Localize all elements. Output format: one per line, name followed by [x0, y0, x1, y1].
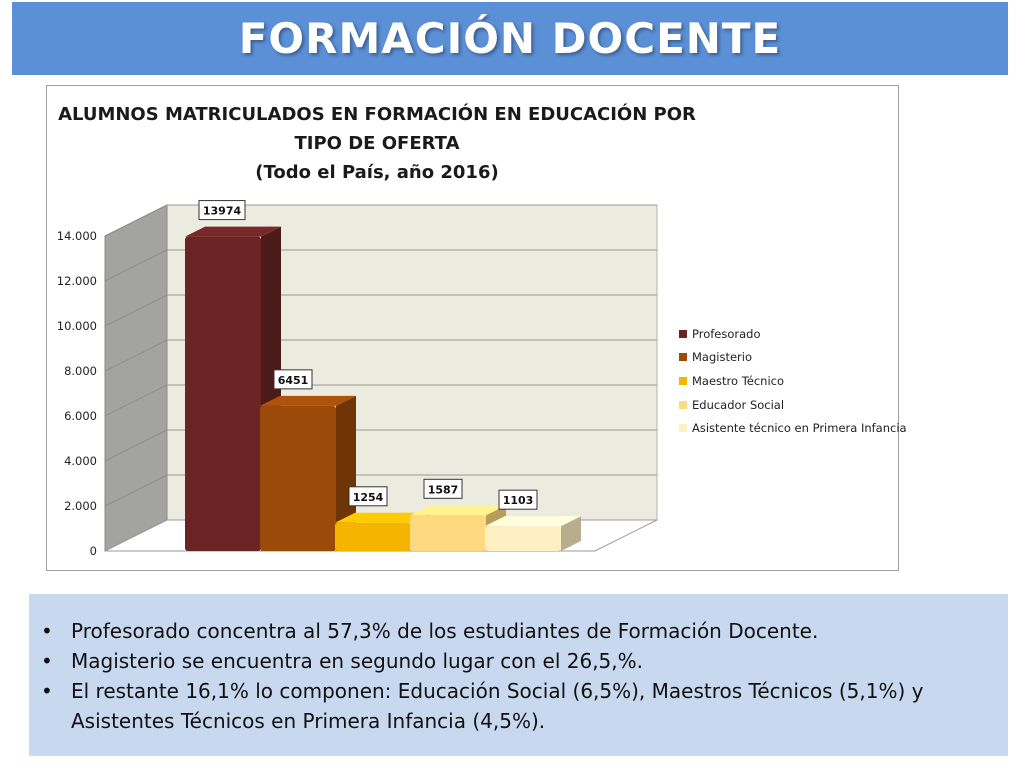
y-tick-label: 2.000: [64, 499, 97, 513]
bar-top: [485, 516, 581, 527]
bar-top: [185, 226, 281, 237]
data-label-box: [423, 478, 463, 499]
data-label: 1103: [503, 494, 534, 507]
legend-swatch: [679, 424, 687, 433]
y-tick-label: 0: [90, 544, 97, 558]
title-banner: FORMACIÓN DOCENTE: [12, 2, 1008, 75]
bar-side: [561, 516, 581, 551]
y-tick-label: 14.000: [57, 229, 97, 243]
bar-top: [335, 512, 431, 523]
chart-side-wall: [104, 204, 168, 552]
data-label-box: [348, 486, 388, 507]
data-label: 1254: [353, 491, 384, 504]
legend-swatch: [679, 400, 687, 409]
bar-top: [260, 395, 356, 406]
legend-label: Maestro Técnico: [692, 373, 785, 388]
gridline-side: [104, 429, 168, 462]
legend-item: Profesorado: [679, 322, 907, 346]
bar-educador-social: [410, 515, 486, 551]
gridline-side: [104, 294, 168, 327]
y-tick-label: 10.000: [57, 319, 97, 333]
chart-legend: Profesorado Magisterio Maestro Técnico Educ…: [679, 322, 907, 440]
gridline-side: [104, 204, 168, 237]
slide-title: FORMACIÓN DOCENTE: [238, 14, 782, 63]
note-item-magisterio: Magisterio se encuentra en segundo lugar…: [41, 646, 968, 676]
legend-item: Maestro Técnico: [679, 369, 907, 393]
legend-item: Magisterio: [679, 346, 907, 370]
y-tick-label: 4.000: [64, 454, 97, 468]
data-label-box: [198, 200, 246, 221]
chart-area: 0 2.000 4.000 6.000 8.000 10.000 12.000 14.000 1…: [46, 85, 907, 571]
summary-notes: Profesorado concentra al 57,3% de los es…: [29, 594, 1008, 756]
note-item-restante: El restante 16,1% lo componen: Educación…: [41, 676, 968, 736]
data-label: 13974: [203, 205, 242, 218]
y-tick-label: 6.000: [64, 409, 97, 423]
data-label-box: [273, 369, 313, 390]
gridline-side: [104, 249, 168, 282]
legend-swatch: [679, 376, 687, 385]
bar-side: [336, 395, 356, 551]
bar-chart: 0 2.000 4.000 6.000 8.000 10.000 12.000 14.000 1…: [57, 200, 658, 558]
bar-top: [410, 505, 506, 516]
note-item-profesorado: Profesorado concentra al 57,3% de los es…: [41, 616, 968, 646]
gridline-side: [104, 339, 168, 372]
data-label-box: [498, 489, 538, 510]
y-tick-label: 8.000: [64, 364, 97, 378]
data-label: 1587: [428, 483, 459, 496]
legend-label: Asistente técnico en Primera Infancia: [692, 421, 907, 436]
data-label: 6451: [278, 374, 309, 387]
y-tick-label: 12.000: [57, 274, 97, 288]
legend-swatch: [679, 329, 687, 338]
legend-label: Magisterio: [692, 350, 752, 365]
bar-magisterio: [260, 405, 336, 551]
chart-title-line-2: TIPO DE OFERTA: [294, 133, 460, 154]
chart-title: ALUMNOS MATRICULADOS EN FORMACIÓN EN EDU…: [47, 100, 707, 187]
bar-profesorado: [185, 236, 261, 551]
legend-label: Profesorado: [692, 326, 761, 341]
gridline-side: [104, 384, 168, 417]
chart-title-line-1: ALUMNOS MATRICULADOS EN FORMACIÓN EN EDU…: [58, 104, 696, 125]
legend-item: Asistente técnico en Primera Infancia: [679, 416, 907, 440]
bar-asistente-t-cnico-en-primera-infancia: [485, 526, 561, 551]
legend-swatch: [679, 353, 687, 362]
bar-maestro-t-cnico: [335, 522, 411, 551]
legend-item: Educador Social: [679, 393, 907, 417]
gridline-side: [104, 474, 168, 507]
legend-label: Educador Social: [692, 397, 785, 412]
chart-title-line-3: (Todo el País, año 2016): [255, 162, 499, 183]
